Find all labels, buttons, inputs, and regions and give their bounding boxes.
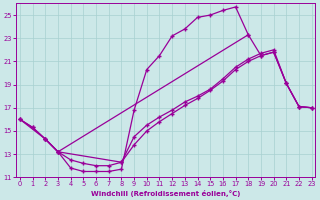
X-axis label: Windchill (Refroidissement éolien,°C): Windchill (Refroidissement éolien,°C) (91, 190, 241, 197)
